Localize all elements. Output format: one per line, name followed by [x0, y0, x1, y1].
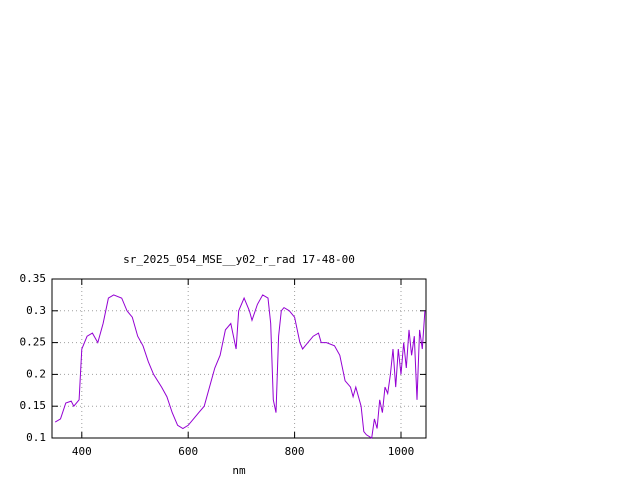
x-tick-label: 400: [72, 445, 92, 458]
y-tick-label: 0.2: [26, 367, 46, 380]
chart-title: sr_2025_054_MSE__y02_r_rad 17-48-00: [123, 253, 355, 266]
y-tick-label: 0.25: [20, 336, 47, 349]
x-tick-label: 1000: [388, 445, 415, 458]
x-tick-label: 800: [285, 445, 305, 458]
y-tick-label: 0.15: [20, 399, 47, 412]
data-line: [54, 294, 426, 439]
y-tick-label: 0.1: [26, 431, 46, 444]
plot-frame: [51, 278, 427, 439]
y-tick-label: 0.35: [20, 272, 47, 285]
x-axis-label: nm: [232, 464, 246, 477]
y-tick-label: 0.3: [26, 304, 46, 317]
x-tick-label: 600: [178, 445, 198, 458]
